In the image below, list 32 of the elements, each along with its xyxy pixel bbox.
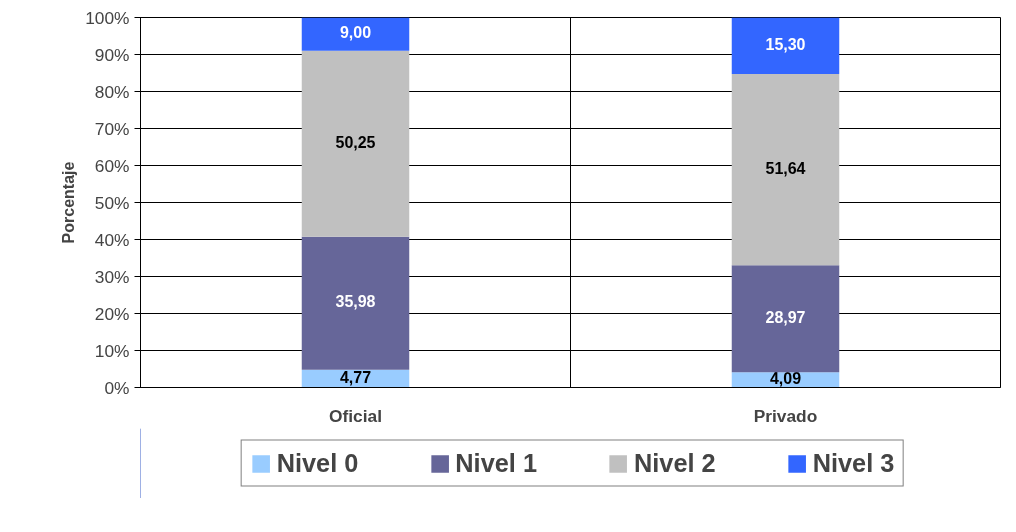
y-tick-label: 0% xyxy=(104,377,130,398)
bar xyxy=(301,17,410,51)
bar xyxy=(301,50,410,237)
y-tick-label: 30% xyxy=(94,266,130,287)
y-tick-label: 20% xyxy=(94,303,130,324)
y-tick-label: 100% xyxy=(85,7,130,28)
legend-label: Nivel 1 xyxy=(455,448,537,478)
data-label: 35,98 xyxy=(335,293,376,311)
x-tick-label: Privado xyxy=(753,405,818,426)
y-tick-label: 50% xyxy=(94,192,130,213)
bar xyxy=(731,74,840,266)
data-label: 4,77 xyxy=(339,368,372,386)
bar xyxy=(731,17,840,75)
legend-label: Nivel 2 xyxy=(634,448,716,478)
data-label: 4,09 xyxy=(769,369,802,387)
x-tick-label: Oficial xyxy=(329,405,382,426)
bar xyxy=(301,236,410,370)
y-tick-label: 80% xyxy=(94,81,130,102)
legend-label: Nivel 0 xyxy=(276,448,359,478)
y-tick-label: 40% xyxy=(94,229,130,250)
y-tick-label: 90% xyxy=(94,44,130,65)
data-label: 15,30 xyxy=(765,35,806,53)
data-label: 51,64 xyxy=(765,159,806,177)
y-tick-label: 10% xyxy=(94,340,130,361)
bar xyxy=(731,265,840,373)
y-axis-title: Porcentaje xyxy=(60,161,78,244)
data-label: 9,00 xyxy=(339,24,372,42)
data-label: 28,97 xyxy=(765,308,806,326)
y-tick-label: 70% xyxy=(94,118,130,139)
y-tick-label: 60% xyxy=(94,155,130,176)
data-label: 50,25 xyxy=(335,133,376,151)
legend-label: Nivel 3 xyxy=(812,448,895,478)
